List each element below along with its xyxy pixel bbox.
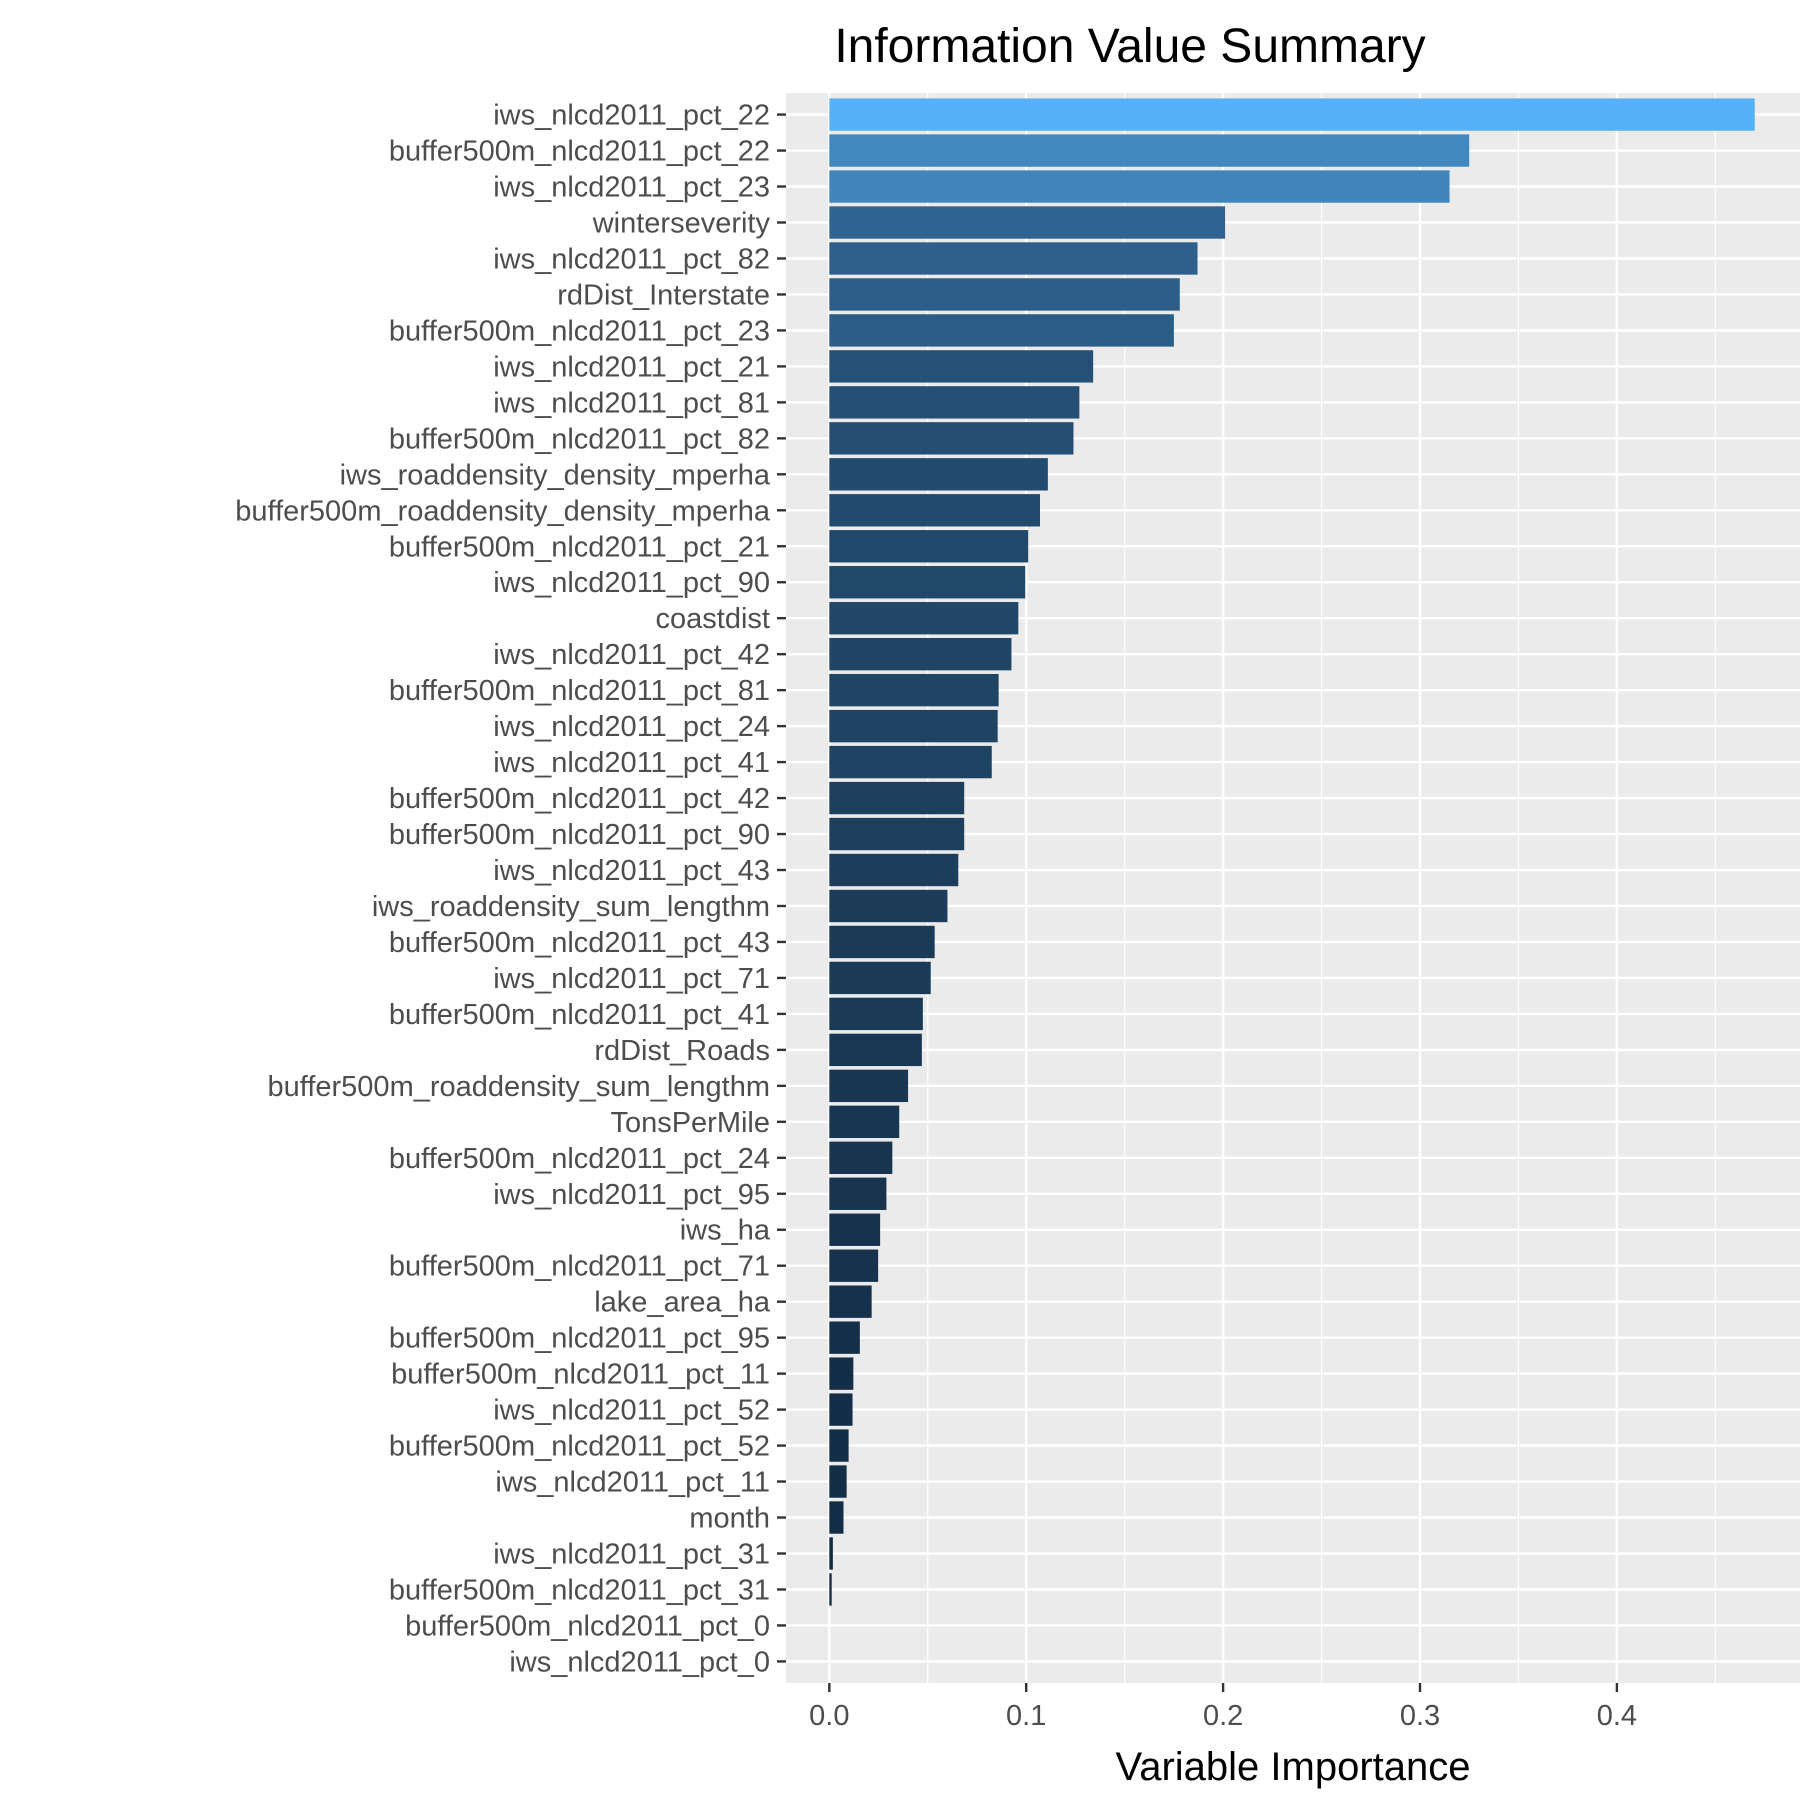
bar: [829, 1573, 832, 1606]
y-tick-label: buffer500m_nlcd2011_pct_82: [389, 423, 770, 455]
bar: [829, 1393, 853, 1426]
bar: [829, 134, 1470, 167]
y-tick-label: buffer500m_nlcd2011_pct_43: [389, 927, 770, 959]
y-tick-label: buffer500m_nlcd2011_pct_42: [389, 783, 770, 815]
y-tick-label: iws_nlcd2011_pct_43: [493, 855, 770, 887]
bar: [829, 961, 931, 995]
y-tick-label: buffer500m_nlcd2011_pct_24: [389, 1143, 770, 1175]
bar: [829, 494, 1040, 527]
y-tick-label: coastdist: [656, 603, 770, 635]
bar: [829, 1501, 844, 1534]
chart-title: Information Value Summary: [834, 20, 1425, 73]
bar: [829, 1213, 881, 1246]
x-tick-label: 0.0: [809, 1700, 849, 1732]
y-tick-label: iws_nlcd2011_pct_31: [493, 1538, 770, 1570]
y-tick-label: buffer500m_nlcd2011_pct_23: [389, 315, 770, 347]
y-tick-label: iws_nlcd2011_pct_42: [493, 639, 770, 671]
y-tick-label: iws_nlcd2011_pct_22: [493, 100, 770, 132]
bar: [829, 530, 1029, 563]
bar: [829, 1537, 833, 1570]
bar: [829, 997, 923, 1031]
bar: [829, 206, 1226, 239]
y-tick-label: iws_nlcd2011_pct_95: [493, 1179, 770, 1211]
bar: [829, 386, 1080, 419]
bar: [829, 853, 959, 887]
bar: [829, 1285, 872, 1318]
bar: [829, 1321, 860, 1354]
x-tick-label: 0.3: [1400, 1700, 1440, 1732]
y-tick-label: buffer500m_nlcd2011_pct_0: [405, 1610, 770, 1642]
bar: [829, 925, 935, 959]
bar: [829, 673, 999, 707]
y-tick-label: buffer500m_nlcd2011_pct_81: [389, 675, 770, 707]
bar: [829, 602, 1019, 635]
bar: [829, 458, 1048, 491]
y-tick-label: buffer500m_nlcd2011_pct_21: [389, 531, 770, 563]
y-tick-label: buffer500m_nlcd2011_pct_71: [389, 1251, 770, 1283]
y-tick-label: buffer500m_nlcd2011_pct_41: [389, 999, 770, 1031]
bar: [829, 278, 1180, 311]
x-axis-title: Variable Importance: [1116, 1745, 1471, 1789]
bar: [829, 1033, 922, 1067]
y-tick-label: iws_nlcd2011_pct_0: [509, 1646, 770, 1678]
bar: [829, 1105, 900, 1139]
bar: [829, 1357, 854, 1390]
y-tick-label: iws_nlcd2011_pct_52: [493, 1395, 770, 1427]
y-tick-label: TonsPerMile: [610, 1107, 770, 1139]
y-tick-label: lake_area_ha: [594, 1287, 771, 1319]
bar: [829, 314, 1174, 347]
y-tick-label: buffer500m_nlcd2011_pct_90: [389, 819, 770, 851]
y-tick-label: iws_nlcd2011_pct_41: [493, 747, 770, 779]
bar: [829, 1465, 847, 1498]
y-tick-label: buffer500m_roaddensity_density_mperha: [235, 495, 771, 527]
bar: [829, 817, 965, 851]
y-tick-label: buffer500m_nlcd2011_pct_22: [389, 136, 770, 168]
x-axis: 0.0 0.1 0.2 0.3 0.4: [809, 1683, 1637, 1732]
x-tick-label: 0.1: [1006, 1700, 1046, 1732]
bar: [829, 350, 1094, 383]
bar: [829, 781, 965, 815]
y-tick-label: winterseverity: [592, 208, 771, 240]
y-tick-label: iws_nlcd2011_pct_82: [493, 243, 770, 275]
y-tick-label: rdDist_Roads: [594, 1035, 770, 1067]
y-tick-label: iws_nlcd2011_pct_21: [493, 351, 770, 383]
y-tick-label: iws_nlcd2011_pct_23: [493, 172, 770, 204]
bar: [829, 1069, 909, 1103]
bar: [829, 1141, 893, 1174]
y-tick-label: iws_nlcd2011_pct_24: [493, 711, 770, 743]
y-tick-label: rdDist_Interstate: [557, 279, 770, 311]
y-tick-label: iws_ha: [680, 1215, 771, 1247]
bars: [829, 98, 1755, 1606]
x-tick-label: 0.2: [1203, 1700, 1243, 1732]
y-tick-label: buffer500m_nlcd2011_pct_95: [389, 1323, 770, 1355]
y-tick-label: buffer500m_nlcd2011_pct_31: [389, 1574, 770, 1606]
bar: [829, 637, 1012, 671]
y-tick-label: iws_nlcd2011_pct_90: [493, 567, 770, 599]
bar: [829, 422, 1074, 455]
y-tick-label: iws_roaddensity_density_mperha: [340, 459, 771, 491]
y-tick-label: iws_nlcd2011_pct_11: [495, 1467, 770, 1499]
bar: [829, 98, 1755, 131]
y-tick-label: month: [689, 1503, 770, 1535]
bar: [829, 1249, 879, 1282]
bar: [829, 1429, 849, 1462]
y-tick-label: buffer500m_nlcd2011_pct_11: [391, 1359, 770, 1391]
bar: [829, 745, 992, 779]
y-axis: iws_nlcd2011_pct_22 buffer500m_nlcd2011_p…: [235, 100, 786, 1678]
bar: [829, 170, 1450, 203]
bar: [829, 709, 998, 743]
y-tick-label: iws_nlcd2011_pct_71: [493, 963, 770, 995]
bar: [829, 242, 1198, 275]
y-tick-label: iws_nlcd2011_pct_81: [493, 387, 770, 419]
bar: [829, 566, 1026, 599]
y-tick-label: buffer500m_roaddensity_sum_lengthm: [268, 1071, 770, 1103]
bar: [829, 1177, 887, 1210]
y-tick-label: buffer500m_nlcd2011_pct_52: [389, 1431, 770, 1463]
y-tick-label: iws_roaddensity_sum_lengthm: [372, 891, 770, 923]
bar: [829, 889, 948, 923]
x-tick-label: 0.4: [1597, 1700, 1637, 1732]
